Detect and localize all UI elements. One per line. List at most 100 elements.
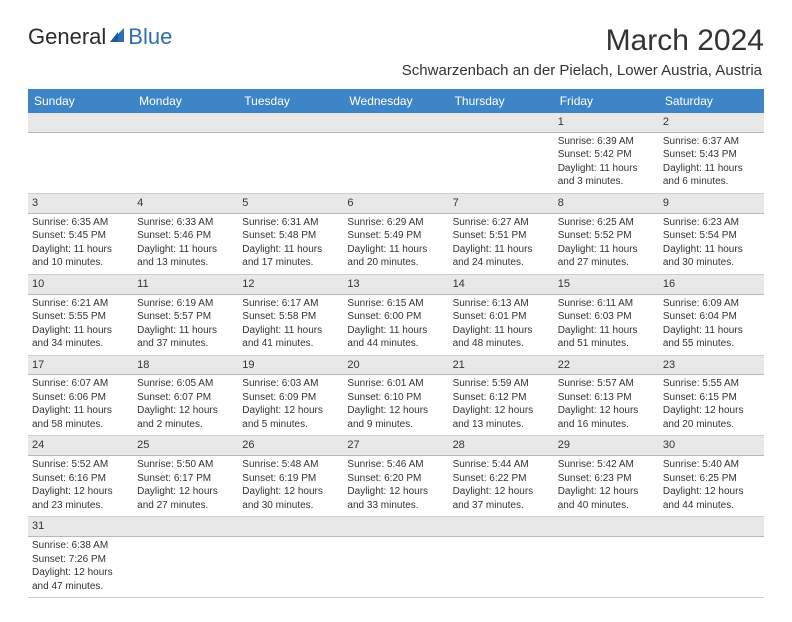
- calendar-day-cell: 26Sunrise: 5:48 AMSunset: 6:19 PMDayligh…: [238, 436, 343, 517]
- daylight-text: Daylight: 12 hours and 16 minutes.: [558, 404, 655, 431]
- calendar-body: 1Sunrise: 6:39 AMSunset: 5:42 PMDaylight…: [28, 113, 764, 598]
- calendar-day-cell: [238, 517, 343, 598]
- sunrise-text: Sunrise: 6:23 AM: [663, 216, 760, 230]
- calendar-day-cell: 19Sunrise: 6:03 AMSunset: 6:09 PMDayligh…: [238, 355, 343, 436]
- sunrise-text: Sunrise: 6:29 AM: [347, 216, 444, 230]
- sunset-text: Sunset: 6:01 PM: [453, 310, 550, 324]
- calendar-week-row: 31Sunrise: 6:38 AMSunset: 7:26 PMDayligh…: [28, 517, 764, 598]
- calendar-day-cell: 6Sunrise: 6:29 AMSunset: 5:49 PMDaylight…: [343, 193, 448, 274]
- calendar-table: Sunday Monday Tuesday Wednesday Thursday…: [28, 89, 764, 598]
- day-body: Sunrise: 6:17 AMSunset: 5:58 PMDaylight:…: [238, 295, 343, 355]
- logo-text-general: General: [28, 24, 106, 50]
- day-number: 21: [449, 356, 554, 376]
- calendar-day-cell: [133, 113, 238, 193]
- calendar-week-row: 3Sunrise: 6:35 AMSunset: 5:45 PMDaylight…: [28, 193, 764, 274]
- daylight-text: Daylight: 11 hours and 24 minutes.: [453, 243, 550, 270]
- page-title: March 2024: [606, 24, 764, 58]
- day-number: 30: [659, 436, 764, 456]
- calendar-day-cell: 23Sunrise: 5:55 AMSunset: 6:15 PMDayligh…: [659, 355, 764, 436]
- calendar-day-cell: [343, 113, 448, 193]
- day-number: 15: [554, 275, 659, 295]
- day-number: 22: [554, 356, 659, 376]
- sunrise-text: Sunrise: 6:11 AM: [558, 297, 655, 311]
- day-number: 8: [554, 194, 659, 214]
- sunset-text: Sunset: 5:57 PM: [137, 310, 234, 324]
- day-number: 31: [28, 517, 133, 537]
- sunrise-text: Sunrise: 6:39 AM: [558, 135, 655, 149]
- calendar-day-cell: 22Sunrise: 5:57 AMSunset: 6:13 PMDayligh…: [554, 355, 659, 436]
- calendar-day-cell: [659, 517, 764, 598]
- daylight-text: Daylight: 12 hours and 44 minutes.: [663, 485, 760, 512]
- sunset-text: Sunset: 5:48 PM: [242, 229, 339, 243]
- day-body: Sunrise: 6:35 AMSunset: 5:45 PMDaylight:…: [28, 214, 133, 274]
- calendar-week-row: 17Sunrise: 6:07 AMSunset: 6:06 PMDayligh…: [28, 355, 764, 436]
- daylight-text: Daylight: 12 hours and 2 minutes.: [137, 404, 234, 431]
- day-number: [238, 113, 343, 133]
- day-body: Sunrise: 5:46 AMSunset: 6:20 PMDaylight:…: [343, 456, 448, 516]
- calendar-day-cell: 18Sunrise: 6:05 AMSunset: 6:07 PMDayligh…: [133, 355, 238, 436]
- day-number: 27: [343, 436, 448, 456]
- calendar-day-cell: 25Sunrise: 5:50 AMSunset: 6:17 PMDayligh…: [133, 436, 238, 517]
- day-body: Sunrise: 6:19 AMSunset: 5:57 PMDaylight:…: [133, 295, 238, 355]
- day-body: Sunrise: 6:13 AMSunset: 6:01 PMDaylight:…: [449, 295, 554, 355]
- weekday-header: Wednesday: [343, 89, 448, 113]
- day-number: [343, 113, 448, 133]
- calendar-day-cell: 28Sunrise: 5:44 AMSunset: 6:22 PMDayligh…: [449, 436, 554, 517]
- sunset-text: Sunset: 6:25 PM: [663, 472, 760, 486]
- day-body: Sunrise: 6:38 AMSunset: 7:26 PMDaylight:…: [28, 537, 133, 597]
- day-number: 20: [343, 356, 448, 376]
- daylight-text: Daylight: 12 hours and 47 minutes.: [32, 566, 129, 593]
- sunset-text: Sunset: 6:15 PM: [663, 391, 760, 405]
- sunset-text: Sunset: 5:49 PM: [347, 229, 444, 243]
- sunrise-text: Sunrise: 5:57 AM: [558, 377, 655, 391]
- sunrise-text: Sunrise: 6:21 AM: [32, 297, 129, 311]
- sunrise-text: Sunrise: 5:44 AM: [453, 458, 550, 472]
- sunset-text: Sunset: 6:07 PM: [137, 391, 234, 405]
- day-body: Sunrise: 5:50 AMSunset: 6:17 PMDaylight:…: [133, 456, 238, 516]
- header-row: GeneralBlue March 2024: [28, 24, 764, 58]
- weekday-header: Friday: [554, 89, 659, 113]
- day-number: 26: [238, 436, 343, 456]
- calendar-day-cell: 30Sunrise: 5:40 AMSunset: 6:25 PMDayligh…: [659, 436, 764, 517]
- calendar-day-cell: [238, 113, 343, 193]
- day-body: Sunrise: 6:33 AMSunset: 5:46 PMDaylight:…: [133, 214, 238, 274]
- calendar-day-cell: 1Sunrise: 6:39 AMSunset: 5:42 PMDaylight…: [554, 113, 659, 193]
- day-body: Sunrise: 5:44 AMSunset: 6:22 PMDaylight:…: [449, 456, 554, 516]
- calendar-day-cell: 27Sunrise: 5:46 AMSunset: 6:20 PMDayligh…: [343, 436, 448, 517]
- sunset-text: Sunset: 5:45 PM: [32, 229, 129, 243]
- day-body: Sunrise: 5:59 AMSunset: 6:12 PMDaylight:…: [449, 375, 554, 435]
- calendar-day-cell: 4Sunrise: 6:33 AMSunset: 5:46 PMDaylight…: [133, 193, 238, 274]
- day-body: Sunrise: 6:25 AMSunset: 5:52 PMDaylight:…: [554, 214, 659, 274]
- weekday-header-row: Sunday Monday Tuesday Wednesday Thursday…: [28, 89, 764, 113]
- sunset-text: Sunset: 6:20 PM: [347, 472, 444, 486]
- daylight-text: Daylight: 11 hours and 17 minutes.: [242, 243, 339, 270]
- calendar-week-row: 1Sunrise: 6:39 AMSunset: 5:42 PMDaylight…: [28, 113, 764, 193]
- sunset-text: Sunset: 6:06 PM: [32, 391, 129, 405]
- sunrise-text: Sunrise: 6:37 AM: [663, 135, 760, 149]
- daylight-text: Daylight: 11 hours and 30 minutes.: [663, 243, 760, 270]
- calendar-day-cell: [343, 517, 448, 598]
- daylight-text: Daylight: 11 hours and 20 minutes.: [347, 243, 444, 270]
- day-number: 24: [28, 436, 133, 456]
- sunset-text: Sunset: 6:10 PM: [347, 391, 444, 405]
- calendar-day-cell: 3Sunrise: 6:35 AMSunset: 5:45 PMDaylight…: [28, 193, 133, 274]
- day-body: Sunrise: 6:37 AMSunset: 5:43 PMDaylight:…: [659, 133, 764, 193]
- calendar-day-cell: [133, 517, 238, 598]
- day-number: 13: [343, 275, 448, 295]
- sunrise-text: Sunrise: 6:38 AM: [32, 539, 129, 553]
- day-body: Sunrise: 6:05 AMSunset: 6:07 PMDaylight:…: [133, 375, 238, 435]
- sunset-text: Sunset: 5:46 PM: [137, 229, 234, 243]
- day-number: 16: [659, 275, 764, 295]
- day-body: Sunrise: 6:29 AMSunset: 5:49 PMDaylight:…: [343, 214, 448, 274]
- day-body: Sunrise: 6:09 AMSunset: 6:04 PMDaylight:…: [659, 295, 764, 355]
- sunrise-text: Sunrise: 5:48 AM: [242, 458, 339, 472]
- sunrise-text: Sunrise: 6:17 AM: [242, 297, 339, 311]
- day-number: 1: [554, 113, 659, 133]
- day-body: Sunrise: 5:55 AMSunset: 6:15 PMDaylight:…: [659, 375, 764, 435]
- sunrise-text: Sunrise: 6:13 AM: [453, 297, 550, 311]
- weekday-header: Thursday: [449, 89, 554, 113]
- calendar-day-cell: 10Sunrise: 6:21 AMSunset: 5:55 PMDayligh…: [28, 274, 133, 355]
- daylight-text: Daylight: 12 hours and 40 minutes.: [558, 485, 655, 512]
- sunrise-text: Sunrise: 6:33 AM: [137, 216, 234, 230]
- day-number: 9: [659, 194, 764, 214]
